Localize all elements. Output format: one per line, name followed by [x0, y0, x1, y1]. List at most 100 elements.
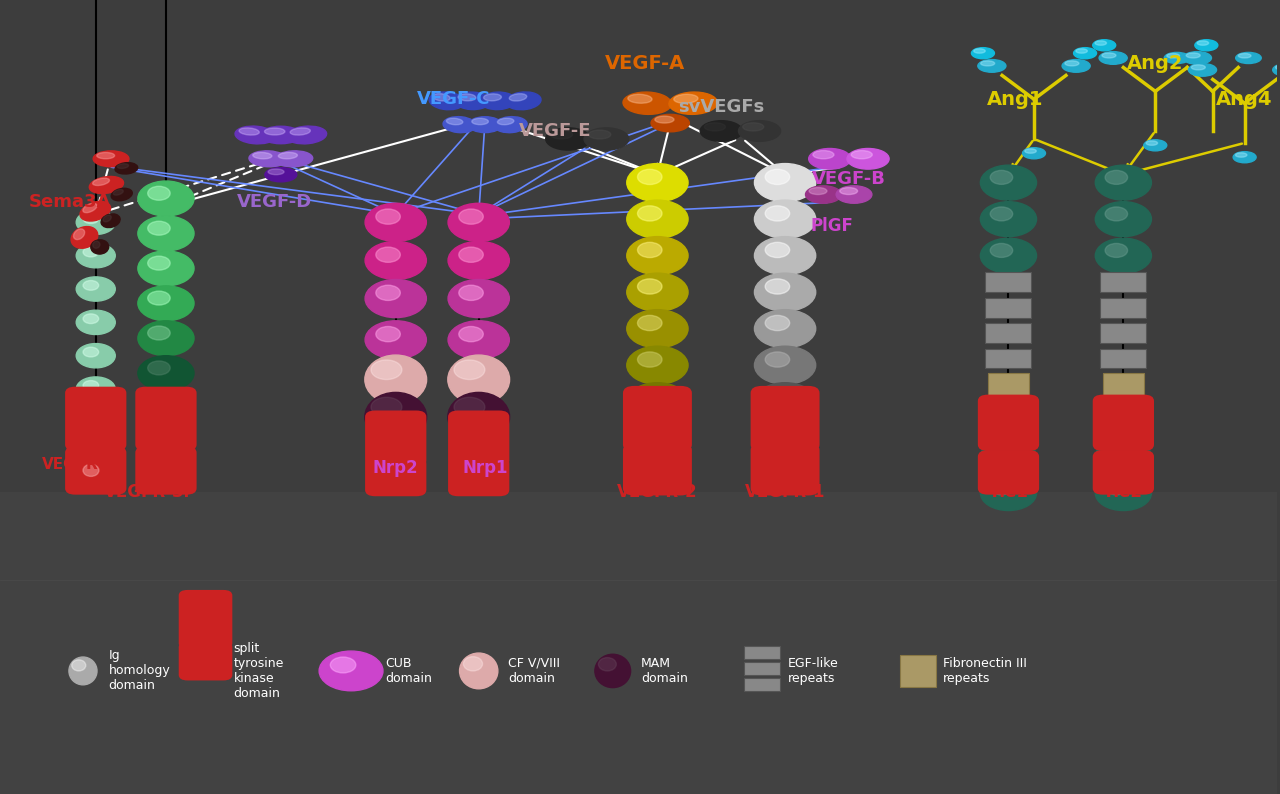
Ellipse shape	[1188, 64, 1216, 76]
Circle shape	[365, 241, 426, 279]
Ellipse shape	[72, 226, 97, 249]
FancyBboxPatch shape	[623, 443, 692, 495]
FancyBboxPatch shape	[448, 457, 509, 496]
Text: PlGF: PlGF	[810, 218, 854, 235]
Circle shape	[754, 383, 815, 421]
FancyBboxPatch shape	[750, 386, 819, 452]
Ellipse shape	[700, 121, 742, 141]
Ellipse shape	[371, 397, 402, 417]
Circle shape	[1096, 238, 1152, 273]
Circle shape	[754, 237, 815, 275]
Ellipse shape	[260, 126, 301, 144]
Ellipse shape	[805, 186, 841, 203]
Ellipse shape	[278, 152, 297, 159]
Circle shape	[448, 321, 509, 359]
Ellipse shape	[90, 176, 124, 194]
Bar	[1101, 323, 1147, 343]
Circle shape	[365, 203, 426, 241]
Circle shape	[147, 396, 170, 410]
Ellipse shape	[1235, 152, 1247, 157]
Ellipse shape	[809, 148, 851, 169]
FancyBboxPatch shape	[136, 446, 197, 495]
Ellipse shape	[81, 202, 110, 221]
Ellipse shape	[250, 151, 287, 167]
Circle shape	[754, 200, 815, 238]
Text: Nrp1: Nrp1	[462, 460, 508, 477]
Bar	[0, 492, 1276, 794]
Ellipse shape	[101, 214, 120, 228]
Ellipse shape	[550, 130, 572, 139]
Ellipse shape	[669, 92, 717, 114]
Ellipse shape	[623, 92, 672, 114]
Circle shape	[83, 280, 99, 291]
Ellipse shape	[1192, 65, 1206, 70]
Ellipse shape	[1276, 65, 1280, 70]
Bar	[1103, 373, 1144, 405]
Ellipse shape	[97, 152, 115, 159]
Circle shape	[637, 242, 662, 257]
Ellipse shape	[91, 240, 109, 254]
Ellipse shape	[463, 657, 483, 671]
Circle shape	[77, 310, 115, 334]
Circle shape	[627, 346, 689, 384]
Ellipse shape	[287, 126, 326, 144]
Ellipse shape	[1235, 52, 1261, 64]
Bar	[1101, 349, 1147, 368]
Circle shape	[765, 388, 790, 403]
Ellipse shape	[83, 464, 99, 476]
Circle shape	[365, 279, 426, 318]
Circle shape	[754, 273, 815, 311]
Circle shape	[637, 388, 662, 403]
Circle shape	[83, 414, 99, 424]
Ellipse shape	[252, 152, 271, 159]
Ellipse shape	[1238, 53, 1251, 58]
Circle shape	[77, 277, 115, 301]
Circle shape	[637, 352, 662, 367]
Circle shape	[765, 242, 790, 257]
Circle shape	[458, 247, 484, 262]
Ellipse shape	[1233, 152, 1256, 163]
Circle shape	[991, 244, 1012, 257]
Text: Ang4: Ang4	[1216, 90, 1272, 109]
Ellipse shape	[73, 229, 84, 240]
FancyBboxPatch shape	[978, 395, 1039, 451]
Ellipse shape	[72, 660, 86, 671]
Bar	[1101, 298, 1147, 318]
Circle shape	[83, 314, 99, 324]
Ellipse shape	[1062, 60, 1091, 72]
Ellipse shape	[494, 117, 527, 133]
Ellipse shape	[1165, 52, 1189, 64]
Text: Ang2: Ang2	[1126, 54, 1184, 73]
Circle shape	[980, 439, 1037, 474]
Ellipse shape	[1094, 40, 1106, 45]
Circle shape	[627, 310, 689, 348]
FancyBboxPatch shape	[978, 450, 1039, 495]
Ellipse shape	[365, 392, 426, 441]
Bar	[744, 646, 780, 659]
Ellipse shape	[1144, 140, 1167, 151]
Circle shape	[1105, 171, 1128, 184]
Ellipse shape	[454, 360, 485, 380]
Ellipse shape	[978, 60, 1006, 72]
Ellipse shape	[239, 128, 260, 135]
Circle shape	[376, 247, 401, 262]
Bar	[988, 373, 1029, 405]
Ellipse shape	[1167, 53, 1180, 58]
Ellipse shape	[454, 92, 490, 110]
Text: Sema3A: Sema3A	[29, 194, 111, 211]
Ellipse shape	[92, 178, 110, 186]
Ellipse shape	[980, 61, 995, 66]
Ellipse shape	[93, 151, 129, 167]
Circle shape	[77, 210, 115, 234]
Ellipse shape	[458, 94, 476, 101]
Text: VEGFR-3l: VEGFR-3l	[104, 484, 189, 501]
Ellipse shape	[809, 187, 827, 195]
Text: EGF-like
repeats: EGF-like repeats	[787, 657, 838, 685]
Ellipse shape	[433, 94, 451, 101]
Ellipse shape	[742, 123, 764, 131]
Ellipse shape	[1197, 40, 1208, 45]
Circle shape	[637, 206, 662, 221]
Ellipse shape	[1100, 52, 1128, 64]
Circle shape	[627, 164, 689, 202]
Circle shape	[147, 187, 170, 200]
